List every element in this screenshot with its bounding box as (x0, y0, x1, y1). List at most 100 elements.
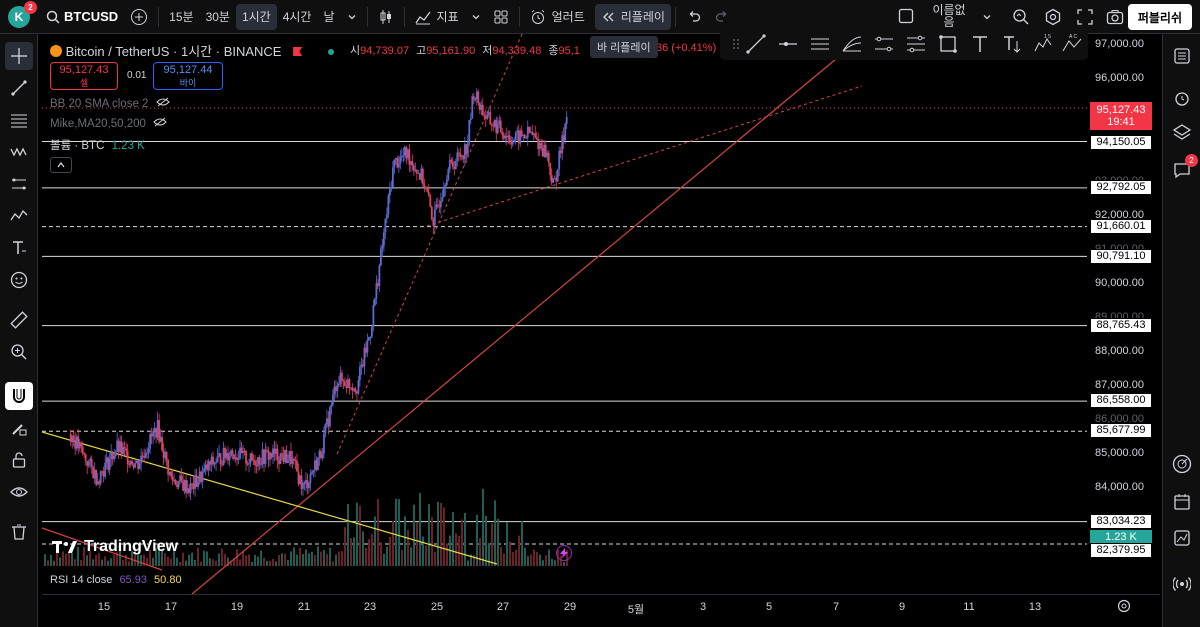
indicator-volume[interactable]: 볼륨 · BTC 1.23 K (50, 137, 145, 153)
draw-rectangle-button[interactable] (936, 32, 960, 56)
ideas-button[interactable] (1168, 524, 1196, 552)
candle-body (167, 459, 170, 475)
price-axis[interactable]: 97,000.00 96,000.00 93,000.00 92,000.00 … (1087, 34, 1160, 594)
drawing-mode-tool[interactable] (5, 414, 33, 442)
draw-elliott-wave-button[interactable]: 1 5 (1032, 32, 1056, 56)
text-tool[interactable] (5, 234, 33, 262)
candle-body (390, 187, 393, 189)
measure-tool[interactable] (5, 306, 33, 334)
candle-body (158, 420, 161, 442)
candle-body (420, 168, 423, 180)
drag-handle[interactable] (724, 32, 748, 56)
draw-fib-ext-button[interactable] (904, 32, 928, 56)
symbol-search[interactable]: BTCUSD (40, 4, 124, 30)
draw-text-button[interactable] (968, 32, 992, 56)
draw-parallel-channel-button[interactable] (808, 32, 832, 56)
interval-1h[interactable]: 1시간 (235, 3, 277, 30)
interval-15m[interactable]: 15분 (169, 10, 194, 24)
remove-drawings-tool[interactable] (5, 518, 33, 546)
eye-hidden-icon[interactable] (153, 117, 167, 127)
indicator-bb[interactable]: BB 20 SMA close 2 (50, 97, 170, 110)
user-avatar[interactable]: K 2 (8, 0, 37, 28)
chat-button[interactable]: 2 (1168, 154, 1198, 184)
replay-label: 리플레이 (620, 10, 665, 24)
candle-body (362, 364, 364, 367)
candle-body (189, 483, 192, 494)
time-tick: 5 (765, 601, 773, 613)
interval-1d[interactable]: 날 (323, 10, 335, 24)
calendar-button[interactable] (1168, 488, 1196, 516)
draw-fib-button[interactable] (872, 32, 896, 56)
settings-button[interactable] (1044, 8, 1062, 29)
sell-button[interactable]: 95,127.43 셀 (50, 62, 118, 90)
draw-pitchfork-button[interactable] (840, 32, 864, 56)
magnet-tool[interactable] (5, 382, 33, 410)
icons-tool[interactable] (5, 266, 33, 294)
alert-button[interactable]: 얼러트 (524, 4, 591, 30)
expand-icon (1077, 9, 1093, 25)
event-marker[interactable] (556, 545, 572, 561)
divider (403, 6, 405, 27)
buy-button[interactable]: 95,127.44 바이 (153, 62, 223, 90)
hide-drawings-tool[interactable] (5, 478, 33, 506)
layout-dropdown[interactable] (982, 11, 992, 25)
candle-body (116, 440, 119, 453)
pattern-tool[interactable] (5, 138, 33, 166)
indicators-dropdown[interactable] (465, 4, 487, 30)
candle-body (276, 448, 279, 461)
chart-canvas[interactable] (42, 34, 1087, 594)
indicators-icon (414, 11, 431, 24)
zoom-tool[interactable] (5, 338, 33, 366)
volume-bar (380, 542, 382, 566)
layers-button[interactable] (1168, 118, 1196, 146)
time-axis[interactable]: 15 17 19 21 23 25 27 29 5월 3 5 7 9 11 13 (42, 594, 1160, 618)
bitcoin-icon (50, 45, 62, 57)
draw-horizontal-ray-button[interactable] (776, 32, 800, 56)
templates-button[interactable] (487, 4, 515, 30)
market-status-icon[interactable] (327, 49, 334, 55)
rsi-legend[interactable]: RSI 14 close 65.93 50.80 (50, 574, 182, 586)
collapse-legend-button[interactable] (50, 157, 72, 173)
interval-dropdown[interactable] (341, 4, 363, 30)
trendline-tool[interactable] (5, 74, 33, 102)
replay-button[interactable]: 리플레이 (594, 3, 671, 30)
compare-button[interactable] (124, 4, 154, 30)
streams-button[interactable] (1168, 570, 1196, 598)
forecast-tool[interactable] (5, 170, 33, 198)
undo-button[interactable] (680, 4, 708, 30)
publish-button[interactable]: 퍼블리쉬 (1127, 4, 1192, 30)
interval-30m[interactable]: 30분 (205, 10, 230, 24)
eye-hidden-icon[interactable] (155, 97, 170, 107)
chart-pane[interactable] (42, 34, 1087, 594)
level-label: 85,677.99 (1090, 423, 1152, 438)
draw-trendline-button[interactable] (744, 32, 768, 56)
indicator-ma[interactable]: Mike,MA20,50,200 (50, 117, 167, 130)
crosshair-tool[interactable] (5, 42, 33, 70)
alerts-panel-button[interactable] (1168, 84, 1196, 112)
candle-body (266, 449, 268, 451)
candle-body (258, 456, 261, 465)
quick-search-button[interactable] (1012, 8, 1030, 29)
redo-button[interactable] (708, 4, 736, 30)
brush-tool[interactable] (5, 202, 33, 230)
flag-icon[interactable] (293, 47, 303, 56)
price-tick: 87,000.00 (1095, 379, 1144, 391)
indicators-button[interactable]: 지표 (409, 4, 465, 30)
volume-bar (362, 531, 364, 566)
draw-abc-wave-button[interactable]: A C (1060, 32, 1084, 56)
snapshot-button[interactable] (1106, 8, 1124, 29)
candle-body (348, 379, 351, 388)
fullscreen-button[interactable] (1076, 8, 1094, 29)
axis-settings-button[interactable] (1117, 599, 1131, 616)
signals-button[interactable] (1168, 450, 1196, 478)
volume-bar (395, 498, 397, 566)
draw-price-label-button[interactable] (1000, 32, 1024, 56)
interval-4h[interactable]: 4시간 (282, 10, 312, 24)
fib-tool[interactable] (5, 106, 33, 134)
wave-abc-icon: A C (1062, 34, 1082, 52)
chart-type-button[interactable] (372, 4, 400, 30)
layout-fullscreen-toggle[interactable] (898, 8, 914, 27)
watchlist-button[interactable] (1168, 42, 1196, 70)
lock-drawings-tool[interactable] (5, 446, 33, 474)
volume-bar (245, 555, 247, 566)
